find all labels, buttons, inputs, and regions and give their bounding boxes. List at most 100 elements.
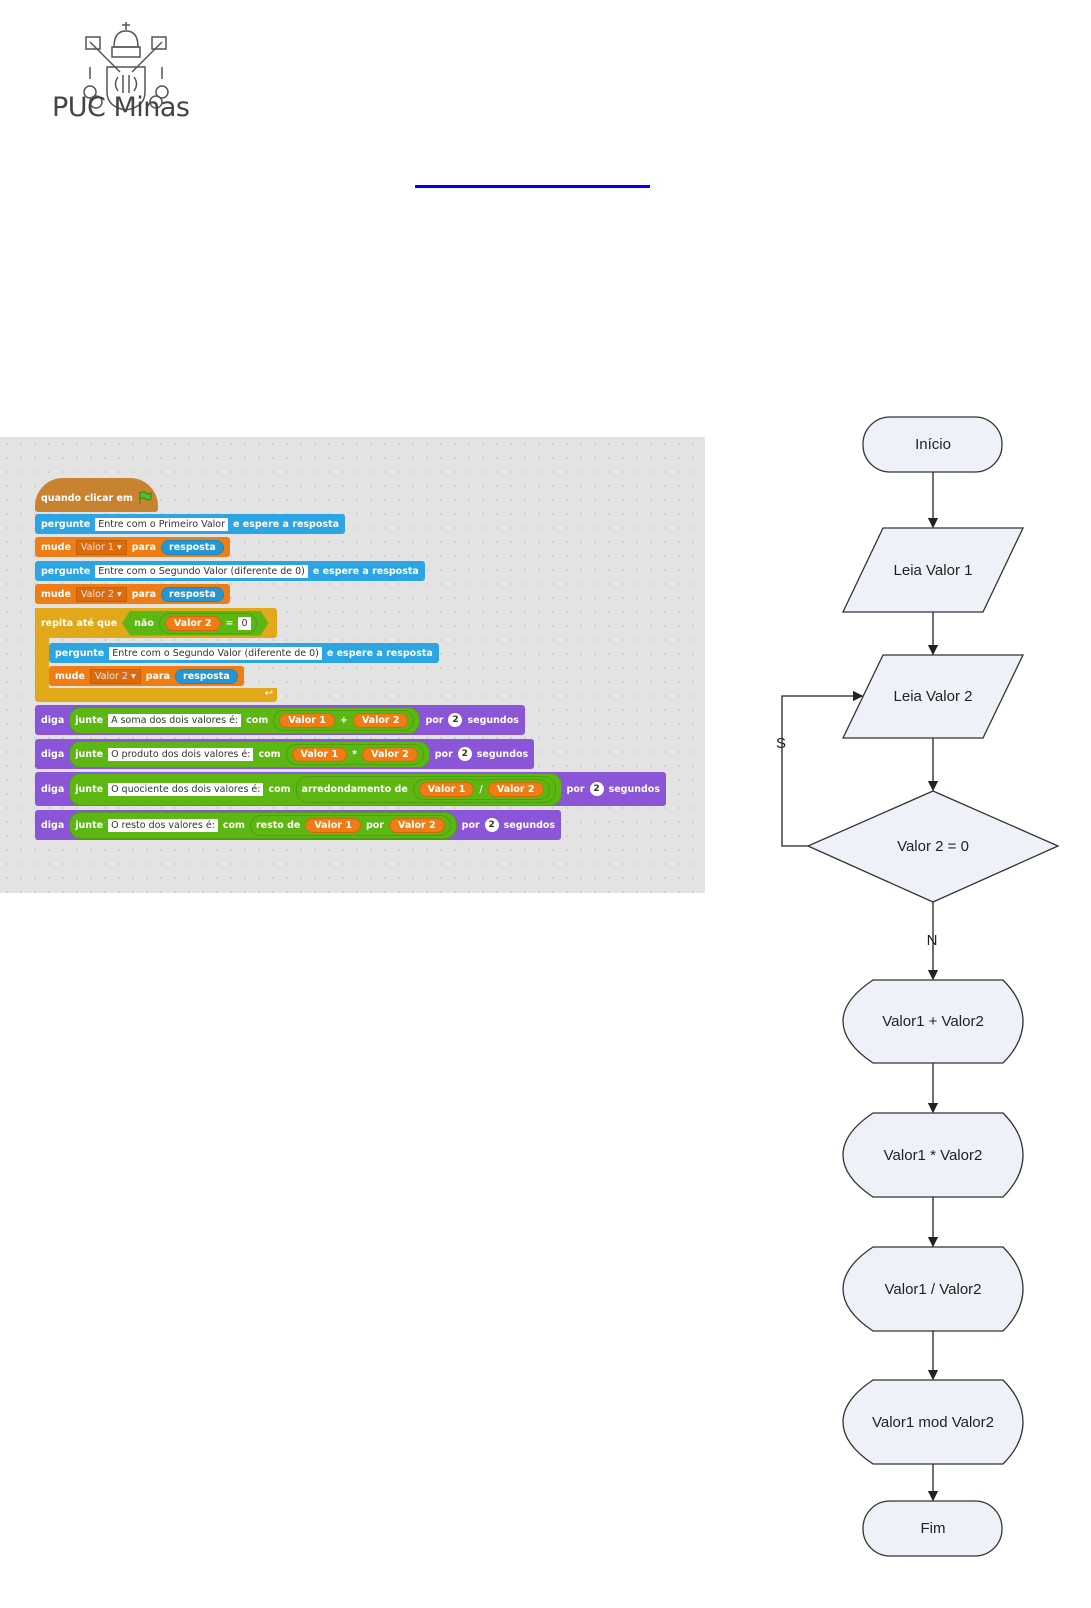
when-flag-clicked-block: quando clicar em [35, 478, 158, 512]
end-terminator [862, 1500, 1003, 1557]
block-label: não [134, 617, 154, 629]
variable-reporter: Valor 2 [389, 817, 445, 833]
block-label: segundos [608, 783, 660, 795]
block-label: resto de [255, 819, 301, 831]
hyperlink-underline[interactable] [415, 185, 650, 188]
block-label: quando clicar em [41, 492, 133, 504]
display-shape [842, 1112, 1024, 1198]
divide-operator: Valor 1 / Valor 2 [412, 778, 550, 800]
seconds-input[interactable]: 2 [484, 818, 499, 832]
flowchart: Início Leia Valor 1 Leia Valor 2 Valor 2… [776, 416, 1060, 1557]
operator-symbol: = [225, 617, 234, 629]
operator-symbol: / [479, 783, 483, 795]
quotient-label: Valor1 / Valor2 [885, 1281, 982, 1298]
block-label: por [566, 783, 585, 795]
text-input[interactable]: A soma dos dois valores é: [108, 713, 242, 727]
read2-label: Leia Valor 2 [894, 688, 973, 705]
seconds-input[interactable]: 2 [589, 782, 604, 796]
input-parallelogram [841, 527, 1025, 613]
block-label: diga [41, 748, 65, 760]
flow-arrow [781, 690, 864, 847]
block-label: por [434, 748, 453, 760]
variable-reporter: Valor 1 [279, 712, 335, 728]
block-label: para [145, 670, 171, 682]
block-label: junte [75, 783, 104, 795]
say-block: diga junte O quociente dos dois valores … [35, 772, 666, 806]
seconds-input[interactable]: 2 [457, 747, 472, 761]
block-label: e espere a resposta [233, 518, 339, 530]
block-label: com [246, 714, 269, 726]
join-operator: junte A soma dos dois valores é: com Val… [69, 706, 421, 734]
decision-diamond [806, 790, 1060, 903]
block-label: mude [55, 670, 85, 682]
green-flag-icon [139, 491, 152, 504]
join-operator: junte O produto dos dois valores é: com … [69, 740, 430, 768]
block-label: diga [41, 819, 65, 831]
set-variable-block: mude Valor 1 ▾ para resposta [35, 537, 230, 557]
variable-dropdown[interactable]: Valor 2 ▾ [89, 668, 141, 684]
answer-reporter: resposta [175, 668, 238, 684]
not-operator: não Valor 2 = 0 [122, 611, 268, 636]
answer-reporter: resposta [161, 539, 224, 555]
block-label: para [131, 588, 157, 600]
block-label: pergunte [41, 565, 91, 577]
dropdown-value: Valor 2 [80, 588, 114, 600]
block-label: e espere a resposta [312, 565, 419, 577]
operator-symbol: + [339, 714, 348, 726]
block-label: por [461, 819, 480, 831]
join-operator: junte O resto dos valores é: com resto d… [69, 811, 457, 839]
start-label: Início [915, 436, 951, 453]
block-label: por [425, 714, 444, 726]
display-shape [842, 1379, 1024, 1465]
block-label: repita até que [41, 617, 118, 629]
decision-label: Valor 2 = 0 [897, 838, 969, 855]
round-operator: arredondamento de Valor 1 / Valor 2 [295, 775, 556, 803]
repeat-until-block: repita até que não Valor 2 = 0 [35, 608, 277, 638]
block-label: pergunte [55, 647, 105, 659]
block-label: segundos [503, 819, 556, 831]
block-label: segundos [467, 714, 519, 726]
seconds-input[interactable]: 2 [448, 713, 463, 727]
dropdown-value: Valor 2 [94, 670, 128, 682]
text-input[interactable]: Entre com o Primeiro Valor [95, 517, 229, 531]
display-shape [842, 1246, 1024, 1332]
block-label: por [365, 819, 384, 831]
join-operator: junte O quociente dos dois valores é: co… [69, 772, 562, 806]
mod-operator: resto de Valor 1 por Valor 2 [249, 814, 451, 836]
logo-text: PUC Minas [52, 92, 190, 123]
end-label: Fim [921, 1520, 946, 1537]
block-label: junte [75, 714, 104, 726]
variable-reporter: Valor 1 [418, 781, 475, 797]
start-terminator [862, 416, 1003, 473]
block-label: pergunte [41, 518, 91, 530]
variable-dropdown[interactable]: Valor 2 ▾ [75, 586, 127, 602]
input-parallelogram [841, 654, 1025, 739]
block-label: arredondamento de [301, 783, 408, 795]
dropdown-value: Valor 1 [80, 541, 114, 553]
product-label: Valor1 * Valor2 [884, 1147, 983, 1164]
block-label: diga [41, 714, 65, 726]
ask-block: pergunte Entre com o Primeiro Valor e es… [35, 514, 345, 534]
text-input[interactable]: O resto dos valores é: [108, 818, 218, 832]
say-block: diga junte A soma dos dois valores é: co… [35, 705, 525, 735]
block-label: com [222, 819, 245, 831]
block-label: mude [41, 541, 71, 553]
block-label: e espere a resposta [326, 647, 433, 659]
text-input[interactable]: O produto dos dois valores é: [108, 747, 254, 761]
multiply-operator: Valor 1 * Valor 2 [285, 743, 424, 765]
display-shape [842, 979, 1024, 1064]
sum-label: Valor1 + Valor2 [882, 1013, 984, 1030]
operator-symbol: * [352, 748, 358, 760]
block-label: diga [41, 783, 65, 795]
number-input[interactable]: 0 [238, 617, 250, 630]
text-input[interactable]: Entre com o Segundo Valor (diferente de … [95, 564, 308, 578]
variable-dropdown[interactable]: Valor 1 ▾ [75, 539, 127, 555]
block-label: segundos [476, 748, 529, 760]
puc-minas-crest-logo [83, 22, 169, 111]
ask-block: pergunte Entre com o Segundo Valor (dife… [35, 561, 425, 581]
text-input[interactable]: Entre com o Segundo Valor (diferente de … [109, 646, 322, 660]
variable-reporter: Valor 2 [165, 616, 221, 631]
block-label: com [258, 748, 281, 760]
text-input[interactable]: O quociente dos dois valores é: [108, 782, 264, 796]
no-label: N [927, 932, 938, 949]
